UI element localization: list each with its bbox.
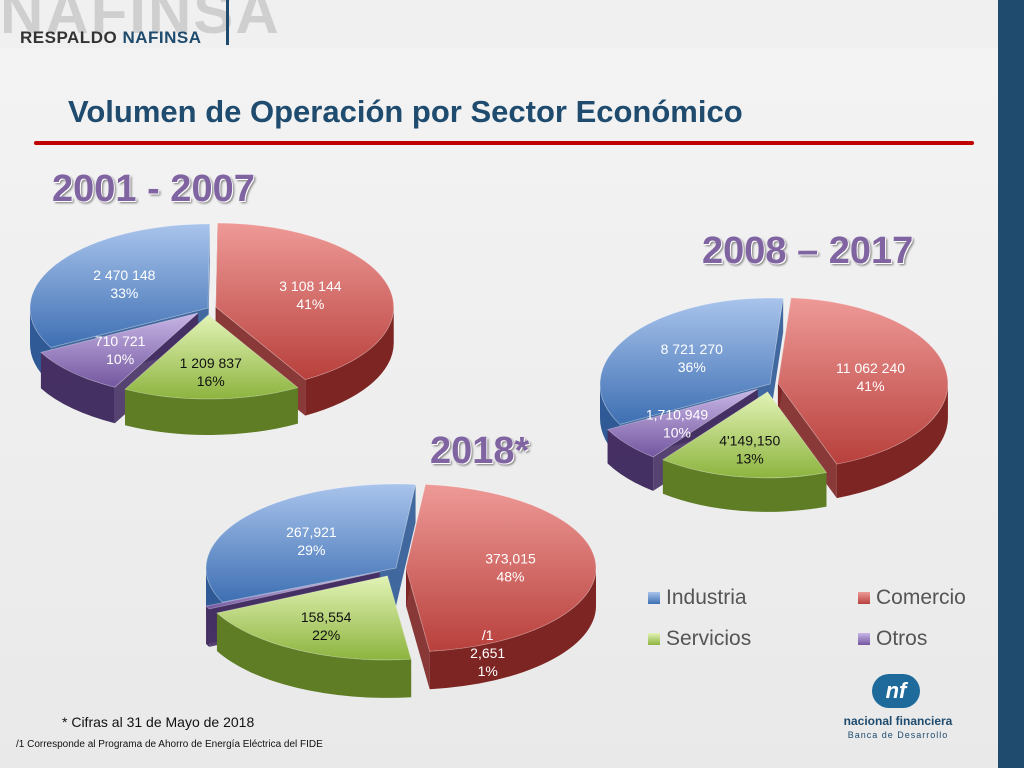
pie-label-industria: 267,921 29% xyxy=(286,524,337,558)
legend-swatch-industria xyxy=(648,592,660,605)
legend-item-otros: Otros xyxy=(858,627,927,651)
pie-slice-servicios xyxy=(216,575,412,661)
legend-label-otros: Otros xyxy=(876,627,928,650)
header-band: NAFINSA RESPALDO NAFINSA xyxy=(0,0,998,48)
pie-slice-wall-comercio xyxy=(836,383,948,499)
pie-label-industria: 8 721 270 36% xyxy=(661,341,723,375)
pie-label-otros: 710 721 10% xyxy=(95,333,146,367)
pie-slice-comercio xyxy=(777,297,949,465)
period-title-2008-2017: 2008 – 2017 xyxy=(702,230,914,272)
footnote-fide: /1 Corresponde al Programa de Ahorro de … xyxy=(16,739,323,750)
legend-swatch-otros xyxy=(858,633,870,646)
pie-slice-servicios xyxy=(662,391,828,479)
legend-item-industria: Industria xyxy=(648,586,747,610)
chart-legend: Industria Comercio Servicios Otros xyxy=(648,586,988,666)
pie-chart-2018: 267,921 29% 373,015 48% 158,554 22% /1 2,651 1% xyxy=(205,483,597,698)
pie-slice-cut-industria xyxy=(396,484,416,606)
pie-label-servicios: 158,554 22% xyxy=(301,609,352,643)
pie-label-servicios: 1 209 837 16% xyxy=(180,355,242,389)
nacional-financiera-logo: nf nacional financiera Banca de Desarrol… xyxy=(828,674,968,744)
legend-swatch-servicios xyxy=(648,633,660,646)
brand-sub-left: RESPALDO xyxy=(20,28,118,47)
pie-slice-wall-servicios xyxy=(662,459,827,512)
nafinsa-watermark: NAFINSA xyxy=(0,0,281,46)
legend-item-servicios: Servicios xyxy=(648,627,751,651)
legend-item-comercio: Comercio xyxy=(858,586,966,610)
pie-slice-wall-servicios xyxy=(125,387,298,435)
pie-slice-wall-servicios xyxy=(216,613,412,698)
pie-slice-otros xyxy=(606,388,758,458)
respaldo-nafinsa-brand: RESPALDO NAFINSA xyxy=(20,28,202,48)
pie-label-otros: 1,710,949 10% xyxy=(646,406,708,440)
pie-slice-industria xyxy=(205,483,417,603)
pie-slice-industria xyxy=(29,223,211,348)
pie-chart-2001-2007: 2 470 148 33% 3 108 144 41% 1 209 837 16% 710 … xyxy=(29,222,395,435)
footnote-cutoff-date: * Cifras al 31 de Mayo de 2018 xyxy=(62,714,255,730)
period-title-2018: 2018* xyxy=(430,430,530,472)
pie-label-servicios: 4'149,150 13% xyxy=(719,433,780,467)
legend-label-industria: Industria xyxy=(666,586,747,609)
pie-label-comercio: 373,015 48% xyxy=(485,550,536,584)
pie-slice-industria xyxy=(599,297,784,425)
pie-label-industria: 2 470 148 33% xyxy=(93,267,155,301)
brand-divider xyxy=(226,0,229,45)
nf-logo-mark: nf xyxy=(872,674,920,708)
pie-slice-otros xyxy=(40,312,199,388)
nf-logo-tagline: Banca de Desarrollo xyxy=(847,730,949,740)
pie-label-otros: /1 2,651 1% xyxy=(470,627,505,679)
pie-slice-comercio xyxy=(405,483,597,652)
pie-slice-cut-industria xyxy=(208,224,210,344)
pie-label-comercio: 3 108 144 41% xyxy=(279,278,341,312)
title-underline xyxy=(34,141,974,145)
legend-label-servicios: Servicios xyxy=(666,627,752,650)
pie-slice-otros xyxy=(205,571,380,610)
pie-slice-cut-comercio xyxy=(405,567,430,690)
legend-swatch-comercio xyxy=(858,592,870,605)
brand-sub-right: NAFINSA xyxy=(122,28,202,47)
right-accent-bar xyxy=(998,0,1024,768)
pie-slice-servicios xyxy=(124,314,299,400)
period-title-2001-2007: 2001 - 2007 xyxy=(52,168,255,210)
pie-slice-cut-industria xyxy=(770,298,784,418)
nf-logo-name: nacional financiera xyxy=(843,714,953,728)
pie-slice-comercio xyxy=(215,222,395,381)
pie-slice-wall-comercio xyxy=(429,567,596,690)
pie-chart-2008-2017: 8 721 270 36% 11 062 240 41% 4'149,150 13% 1,7… xyxy=(599,297,949,512)
pie-label-comercio: 11 062 240 41% xyxy=(836,360,905,394)
page-title: Volumen de Operación por Sector Económic… xyxy=(68,94,743,129)
legend-label-comercio: Comercio xyxy=(876,586,966,609)
pie-slice-wall-comercio xyxy=(305,306,394,416)
